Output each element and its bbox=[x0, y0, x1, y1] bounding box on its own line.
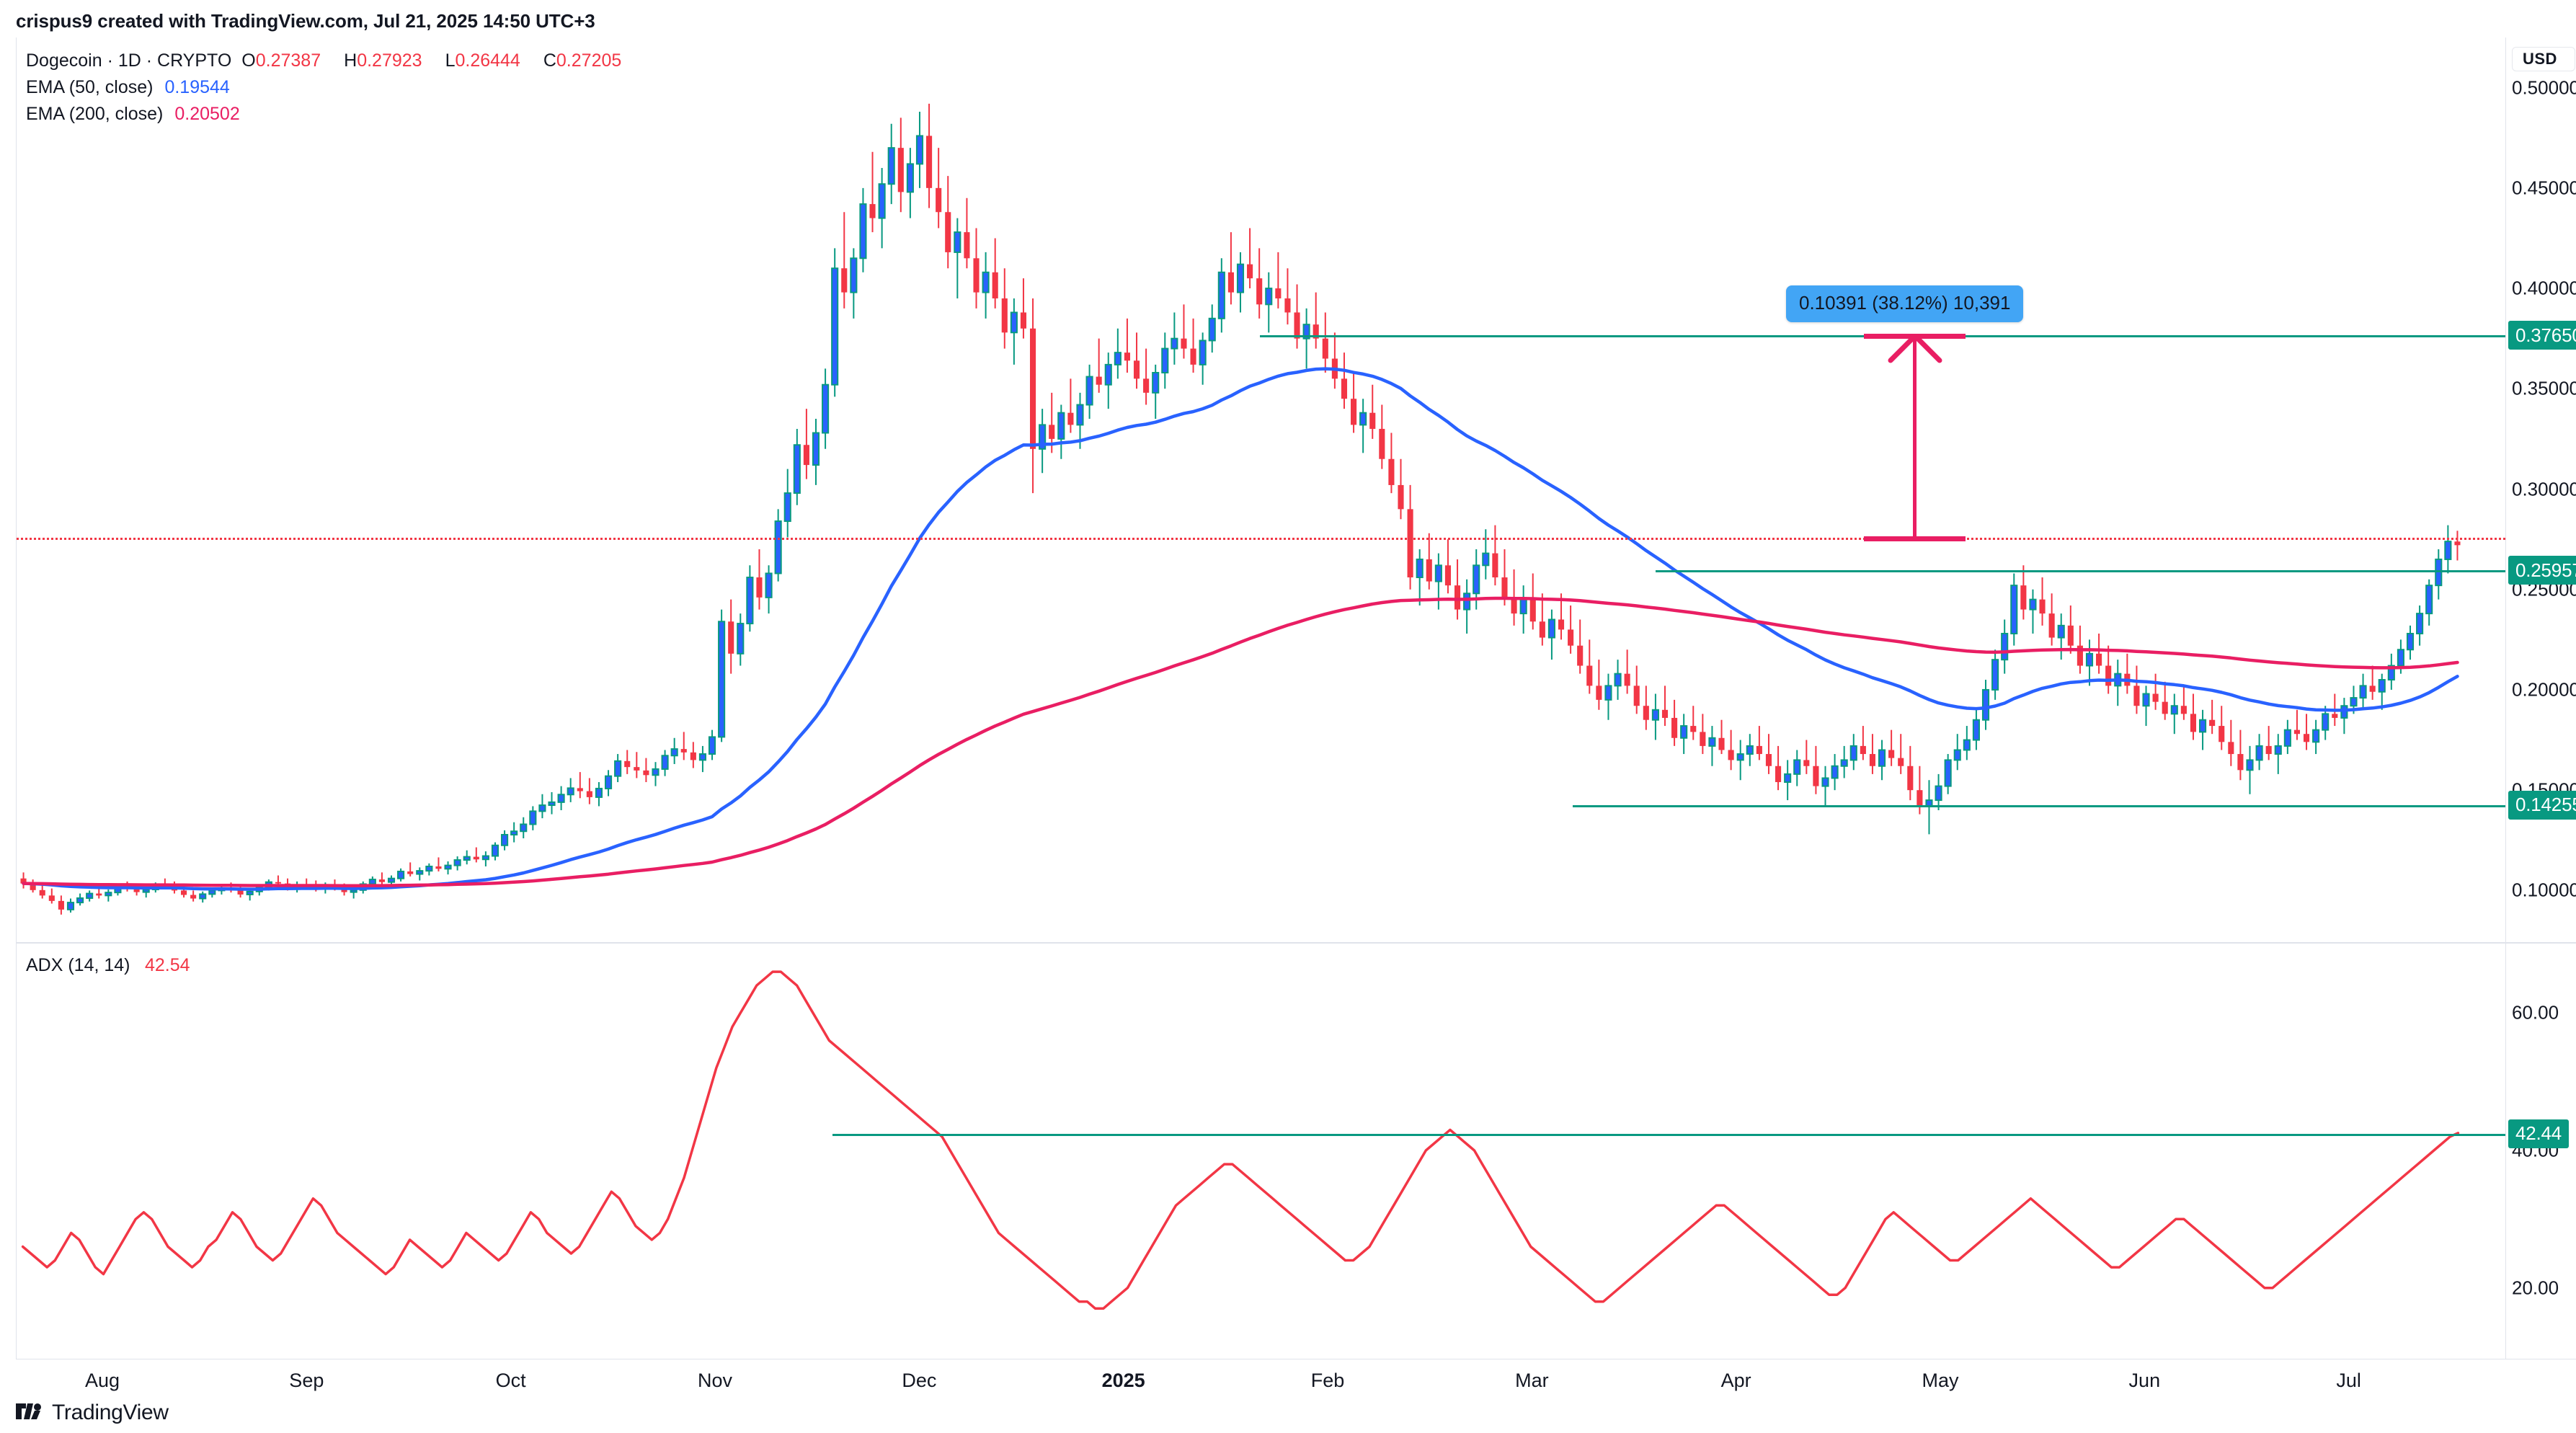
measure-tooltip[interactable]: 0.10391 (38.12%) 10,391 bbox=[1786, 285, 2024, 322]
price-tick: 0.20000 bbox=[2512, 678, 2576, 701]
time-tick: Dec bbox=[902, 1370, 937, 1391]
legend-ema50-name: EMA (50, close) bbox=[26, 77, 154, 97]
adx-reference-line[interactable] bbox=[832, 1133, 2505, 1136]
price-badge[interactable]: 42.44 bbox=[2508, 1119, 2570, 1148]
legend-symbol: Dogecoin · 1D · CRYPTO bbox=[26, 50, 232, 71]
price-badge[interactable]: 0.37650 bbox=[2508, 321, 2576, 350]
legend-low: L0.26444 bbox=[445, 50, 520, 71]
resistance-line-025957[interactable] bbox=[1656, 570, 2505, 573]
support-line-014255[interactable] bbox=[1573, 804, 2505, 807]
tradingview-wordmark: TradingView bbox=[52, 1401, 169, 1424]
last-price-dotted-line bbox=[17, 538, 2505, 540]
price-badge[interactable]: 0.25957 bbox=[2508, 556, 2576, 585]
time-tick: Nov bbox=[697, 1370, 733, 1391]
tradingview-logo: TradingView bbox=[16, 1401, 169, 1425]
legend-open: O0.27387 bbox=[241, 50, 321, 71]
time-tick: Apr bbox=[1720, 1370, 1751, 1391]
legend-ema50-value: 0.19544 bbox=[164, 77, 230, 97]
price-tick: 0.35000 bbox=[2512, 377, 2576, 399]
adx-tick: 20.00 bbox=[2512, 1277, 2559, 1299]
legend-row-symbol[interactable]: Dogecoin · 1D · CRYPTO O0.27387 H0.27923… bbox=[26, 52, 621, 70]
time-tick: Aug bbox=[84, 1370, 120, 1391]
pane-divider bbox=[16, 942, 2576, 944]
time-tick: Feb bbox=[1310, 1370, 1345, 1391]
adx-tick: 60.00 bbox=[2512, 1001, 2559, 1024]
price-axis-border bbox=[2505, 37, 2506, 1359]
legend-high: H0.27923 bbox=[344, 50, 422, 71]
legend-ema200-name: EMA (200, close) bbox=[26, 104, 164, 124]
price-tick: 0.40000 bbox=[2512, 277, 2576, 299]
time-tick: Mar bbox=[1515, 1370, 1549, 1391]
pane-left-border bbox=[16, 37, 17, 1359]
adx-legend-value: 42.54 bbox=[144, 955, 190, 975]
time-tick: Oct bbox=[495, 1370, 526, 1391]
time-tick: Sep bbox=[289, 1370, 324, 1391]
legend-close: C0.27205 bbox=[543, 50, 622, 71]
legend-ema200-value: 0.20502 bbox=[174, 104, 240, 124]
measure-arrowhead-icon bbox=[1888, 334, 1942, 363]
price-tick: 0.30000 bbox=[2512, 478, 2576, 500]
currency-chip[interactable]: USD bbox=[2512, 47, 2575, 71]
time-tick: May bbox=[1922, 1370, 1959, 1391]
chart-canvas bbox=[20, 103, 2461, 1310]
adx-legend[interactable]: ADX (14, 14) 42.54 bbox=[26, 955, 190, 976]
tradingview-mark-icon bbox=[16, 1403, 41, 1419]
chart-legend: Dogecoin · 1D · CRYPTO O0.27387 H0.27923… bbox=[26, 52, 621, 123]
attribution-text: crispus9 created with TradingView.com, J… bbox=[16, 10, 595, 32]
measure-bottom-cap bbox=[1864, 536, 1966, 541]
price-axis[interactable]: USD 0.50000 0.45000 0.40000 0.35000 0.30000 0… bbox=[2506, 37, 2576, 1359]
price-tick: 0.10000 bbox=[2512, 879, 2576, 901]
time-tick: Jul bbox=[2336, 1370, 2361, 1391]
adx-legend-name: ADX (14, 14) bbox=[26, 955, 130, 975]
time-tick: 2025 bbox=[1101, 1370, 1145, 1391]
legend-row-ema50[interactable]: EMA (50, close) 0.19544 bbox=[26, 79, 621, 97]
measure-stem bbox=[1913, 336, 1917, 539]
price-tick: 0.50000 bbox=[2512, 76, 2576, 99]
legend-row-ema200[interactable]: EMA (200, close) 0.20502 bbox=[26, 105, 621, 123]
price-badge[interactable]: 0.14255 bbox=[2508, 790, 2576, 820]
time-tick: Jun bbox=[2128, 1370, 2161, 1391]
price-tick: 0.45000 bbox=[2512, 177, 2576, 199]
time-axis[interactable]: Aug Sep Oct Nov Dec 2025 Feb Mar Apr May Jun Jul bbox=[16, 1359, 2505, 1403]
